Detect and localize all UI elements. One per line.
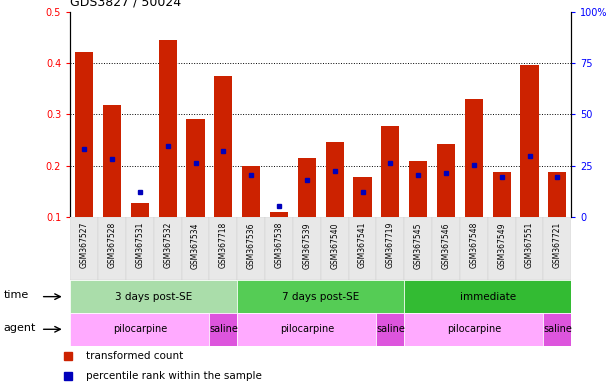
Bar — [210, 313, 237, 346]
Bar — [103, 105, 121, 217]
Bar — [242, 166, 260, 217]
Text: GSM367536: GSM367536 — [247, 222, 255, 268]
Bar — [237, 313, 376, 346]
Bar — [210, 217, 237, 280]
Bar — [154, 217, 181, 280]
Text: pilocarpine: pilocarpine — [112, 324, 167, 334]
Text: percentile rank within the sample: percentile rank within the sample — [86, 371, 262, 381]
Bar — [181, 217, 210, 280]
Text: saline: saline — [543, 324, 572, 334]
Bar — [70, 280, 237, 313]
Bar — [159, 40, 177, 217]
Bar — [186, 119, 205, 217]
Bar — [409, 162, 427, 217]
Bar — [131, 203, 149, 217]
Text: pilocarpine: pilocarpine — [447, 324, 501, 334]
Bar — [376, 217, 404, 280]
Text: GSM367721: GSM367721 — [553, 222, 562, 268]
Text: transformed count: transformed count — [86, 351, 183, 361]
Text: saline: saline — [209, 324, 238, 334]
Text: GSM367718: GSM367718 — [219, 222, 228, 268]
Bar — [265, 217, 293, 280]
Text: 3 days post-SE: 3 days post-SE — [115, 291, 192, 302]
Text: GSM367538: GSM367538 — [274, 222, 284, 268]
Bar — [270, 212, 288, 217]
Bar — [126, 217, 154, 280]
Text: GSM367539: GSM367539 — [302, 222, 312, 268]
Bar — [437, 144, 455, 217]
Bar — [543, 217, 571, 280]
Text: GSM367551: GSM367551 — [525, 222, 534, 268]
Bar — [404, 217, 432, 280]
Text: GSM367541: GSM367541 — [358, 222, 367, 268]
Bar — [460, 217, 488, 280]
Bar — [404, 280, 571, 313]
Text: GSM367546: GSM367546 — [442, 222, 450, 268]
Text: saline: saline — [376, 324, 405, 334]
Bar — [237, 280, 404, 313]
Text: pilocarpine: pilocarpine — [280, 324, 334, 334]
Bar — [432, 217, 460, 280]
Bar — [75, 51, 93, 217]
Text: immediate: immediate — [459, 291, 516, 302]
Bar — [516, 217, 543, 280]
Bar — [354, 177, 371, 217]
Bar — [548, 172, 566, 217]
Bar — [214, 76, 232, 217]
Text: GSM367528: GSM367528 — [108, 222, 117, 268]
Text: GSM367534: GSM367534 — [191, 222, 200, 268]
Bar — [521, 65, 538, 217]
Bar — [70, 217, 98, 280]
Bar — [381, 126, 400, 217]
Text: GSM367548: GSM367548 — [469, 222, 478, 268]
Text: time: time — [4, 290, 29, 300]
Bar — [298, 158, 316, 217]
Text: GSM367540: GSM367540 — [330, 222, 339, 268]
Bar — [404, 313, 543, 346]
Bar — [465, 99, 483, 217]
Bar — [376, 313, 404, 346]
Bar — [349, 217, 376, 280]
Bar — [488, 217, 516, 280]
Text: GSM367531: GSM367531 — [136, 222, 144, 268]
Text: GSM367549: GSM367549 — [497, 222, 506, 268]
Bar — [237, 217, 265, 280]
Text: GSM367719: GSM367719 — [386, 222, 395, 268]
Bar — [326, 142, 344, 217]
Bar — [543, 313, 571, 346]
Bar — [293, 217, 321, 280]
Text: agent: agent — [4, 323, 36, 333]
Text: GSM367527: GSM367527 — [79, 222, 89, 268]
Bar — [70, 313, 210, 346]
Bar — [321, 217, 349, 280]
Bar — [98, 217, 126, 280]
Bar — [492, 172, 511, 217]
Text: 7 days post-SE: 7 days post-SE — [282, 291, 359, 302]
Text: GDS3827 / 50024: GDS3827 / 50024 — [70, 0, 181, 9]
Text: GSM367545: GSM367545 — [414, 222, 423, 268]
Text: GSM367532: GSM367532 — [163, 222, 172, 268]
